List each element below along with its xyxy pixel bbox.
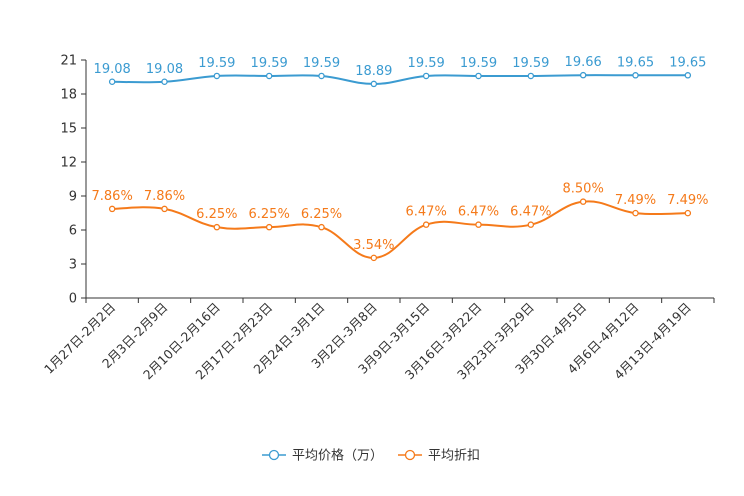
data-point [422, 72, 430, 80]
y-tick-label: 18 [60, 88, 77, 103]
data-point [684, 72, 692, 79]
data-point [213, 72, 221, 80]
data-label: 6.47% [510, 205, 551, 220]
y-tick-label: 3 [69, 258, 77, 273]
data-label: 19.65 [669, 55, 706, 70]
data-point [318, 223, 325, 231]
data-point [370, 254, 378, 262]
data-label: 7.86% [144, 189, 185, 204]
y-tick-label: 21 [60, 54, 77, 69]
data-label: 6.47% [406, 205, 447, 220]
data-point [318, 72, 325, 80]
legend-marker-circle [268, 449, 280, 461]
data-point [632, 72, 639, 79]
y-axis: 0 3 6 9 12 15 18 21 [60, 54, 87, 307]
data-label: 19.08 [94, 62, 131, 77]
data-point [265, 72, 273, 80]
data-point [161, 78, 168, 86]
x-axis: 1月27日-2月2日2月3日-2月9日2月10日-2月16日2月17日-2月23… [41, 297, 715, 382]
data-label: 19.59 [512, 56, 549, 71]
data-label: 6.47% [458, 205, 499, 220]
y-tick-label: 12 [60, 156, 77, 171]
data-label: 19.66 [565, 55, 602, 70]
data-label: 19.65 [617, 55, 654, 70]
data-label: 7.49% [667, 193, 708, 208]
legend-marker-circle [404, 449, 416, 461]
data-label: 6.25% [301, 207, 342, 222]
legend-item-average-discount: 平均折扣 [398, 449, 480, 464]
series-average-discount: 7.86% 7.86% 6.25% 6.25% 6.25% 3.54% 6.47% 6.47%… [92, 182, 708, 262]
data-label: 6.25% [249, 207, 290, 222]
data-point [161, 205, 168, 213]
data-point [579, 71, 587, 79]
y-tick-label: 6 [69, 224, 77, 239]
data-point [527, 221, 535, 228]
data-label: 19.59 [408, 56, 445, 71]
legend-label: 平均价格（万） [292, 448, 383, 464]
series-average-price: 19.08 19.08 19.59 19.59 19.59 18.89 19.59 19.59… [94, 55, 706, 88]
series-layer: 19.08 19.08 19.59 19.59 19.59 18.89 19.59 19.59… [92, 55, 708, 262]
data-label: 6.25% [196, 207, 237, 222]
data-point [265, 223, 273, 231]
data-label: 19.59 [303, 56, 340, 71]
data-point [213, 223, 221, 231]
data-point [108, 205, 116, 213]
data-label: 19.08 [146, 62, 183, 77]
data-point [632, 209, 639, 217]
data-label: 8.50% [563, 182, 604, 197]
data-label: 18.89 [355, 64, 392, 79]
data-label: 19.59 [198, 56, 235, 71]
data-point [475, 72, 482, 80]
data-point [684, 209, 692, 217]
y-tick-label: 9 [69, 190, 77, 205]
y-tick-label: 0 [69, 292, 77, 307]
data-label: 19.59 [460, 56, 497, 71]
data-label: 7.49% [615, 193, 656, 208]
data-label: 7.86% [92, 189, 133, 204]
data-label: 19.59 [251, 56, 288, 71]
y-tick-label: 15 [60, 122, 77, 137]
data-point [108, 78, 116, 86]
legend: 平均价格（万） 平均折扣 [262, 448, 480, 464]
data-label: 3.54% [353, 238, 394, 253]
legend-item-average-price: 平均价格（万） [262, 448, 383, 464]
data-point [370, 80, 378, 88]
data-point [579, 198, 587, 205]
series-line [112, 74, 688, 85]
data-point [527, 72, 535, 80]
data-point [475, 221, 482, 228]
legend-label: 平均折扣 [428, 449, 480, 464]
data-point [422, 221, 430, 228]
